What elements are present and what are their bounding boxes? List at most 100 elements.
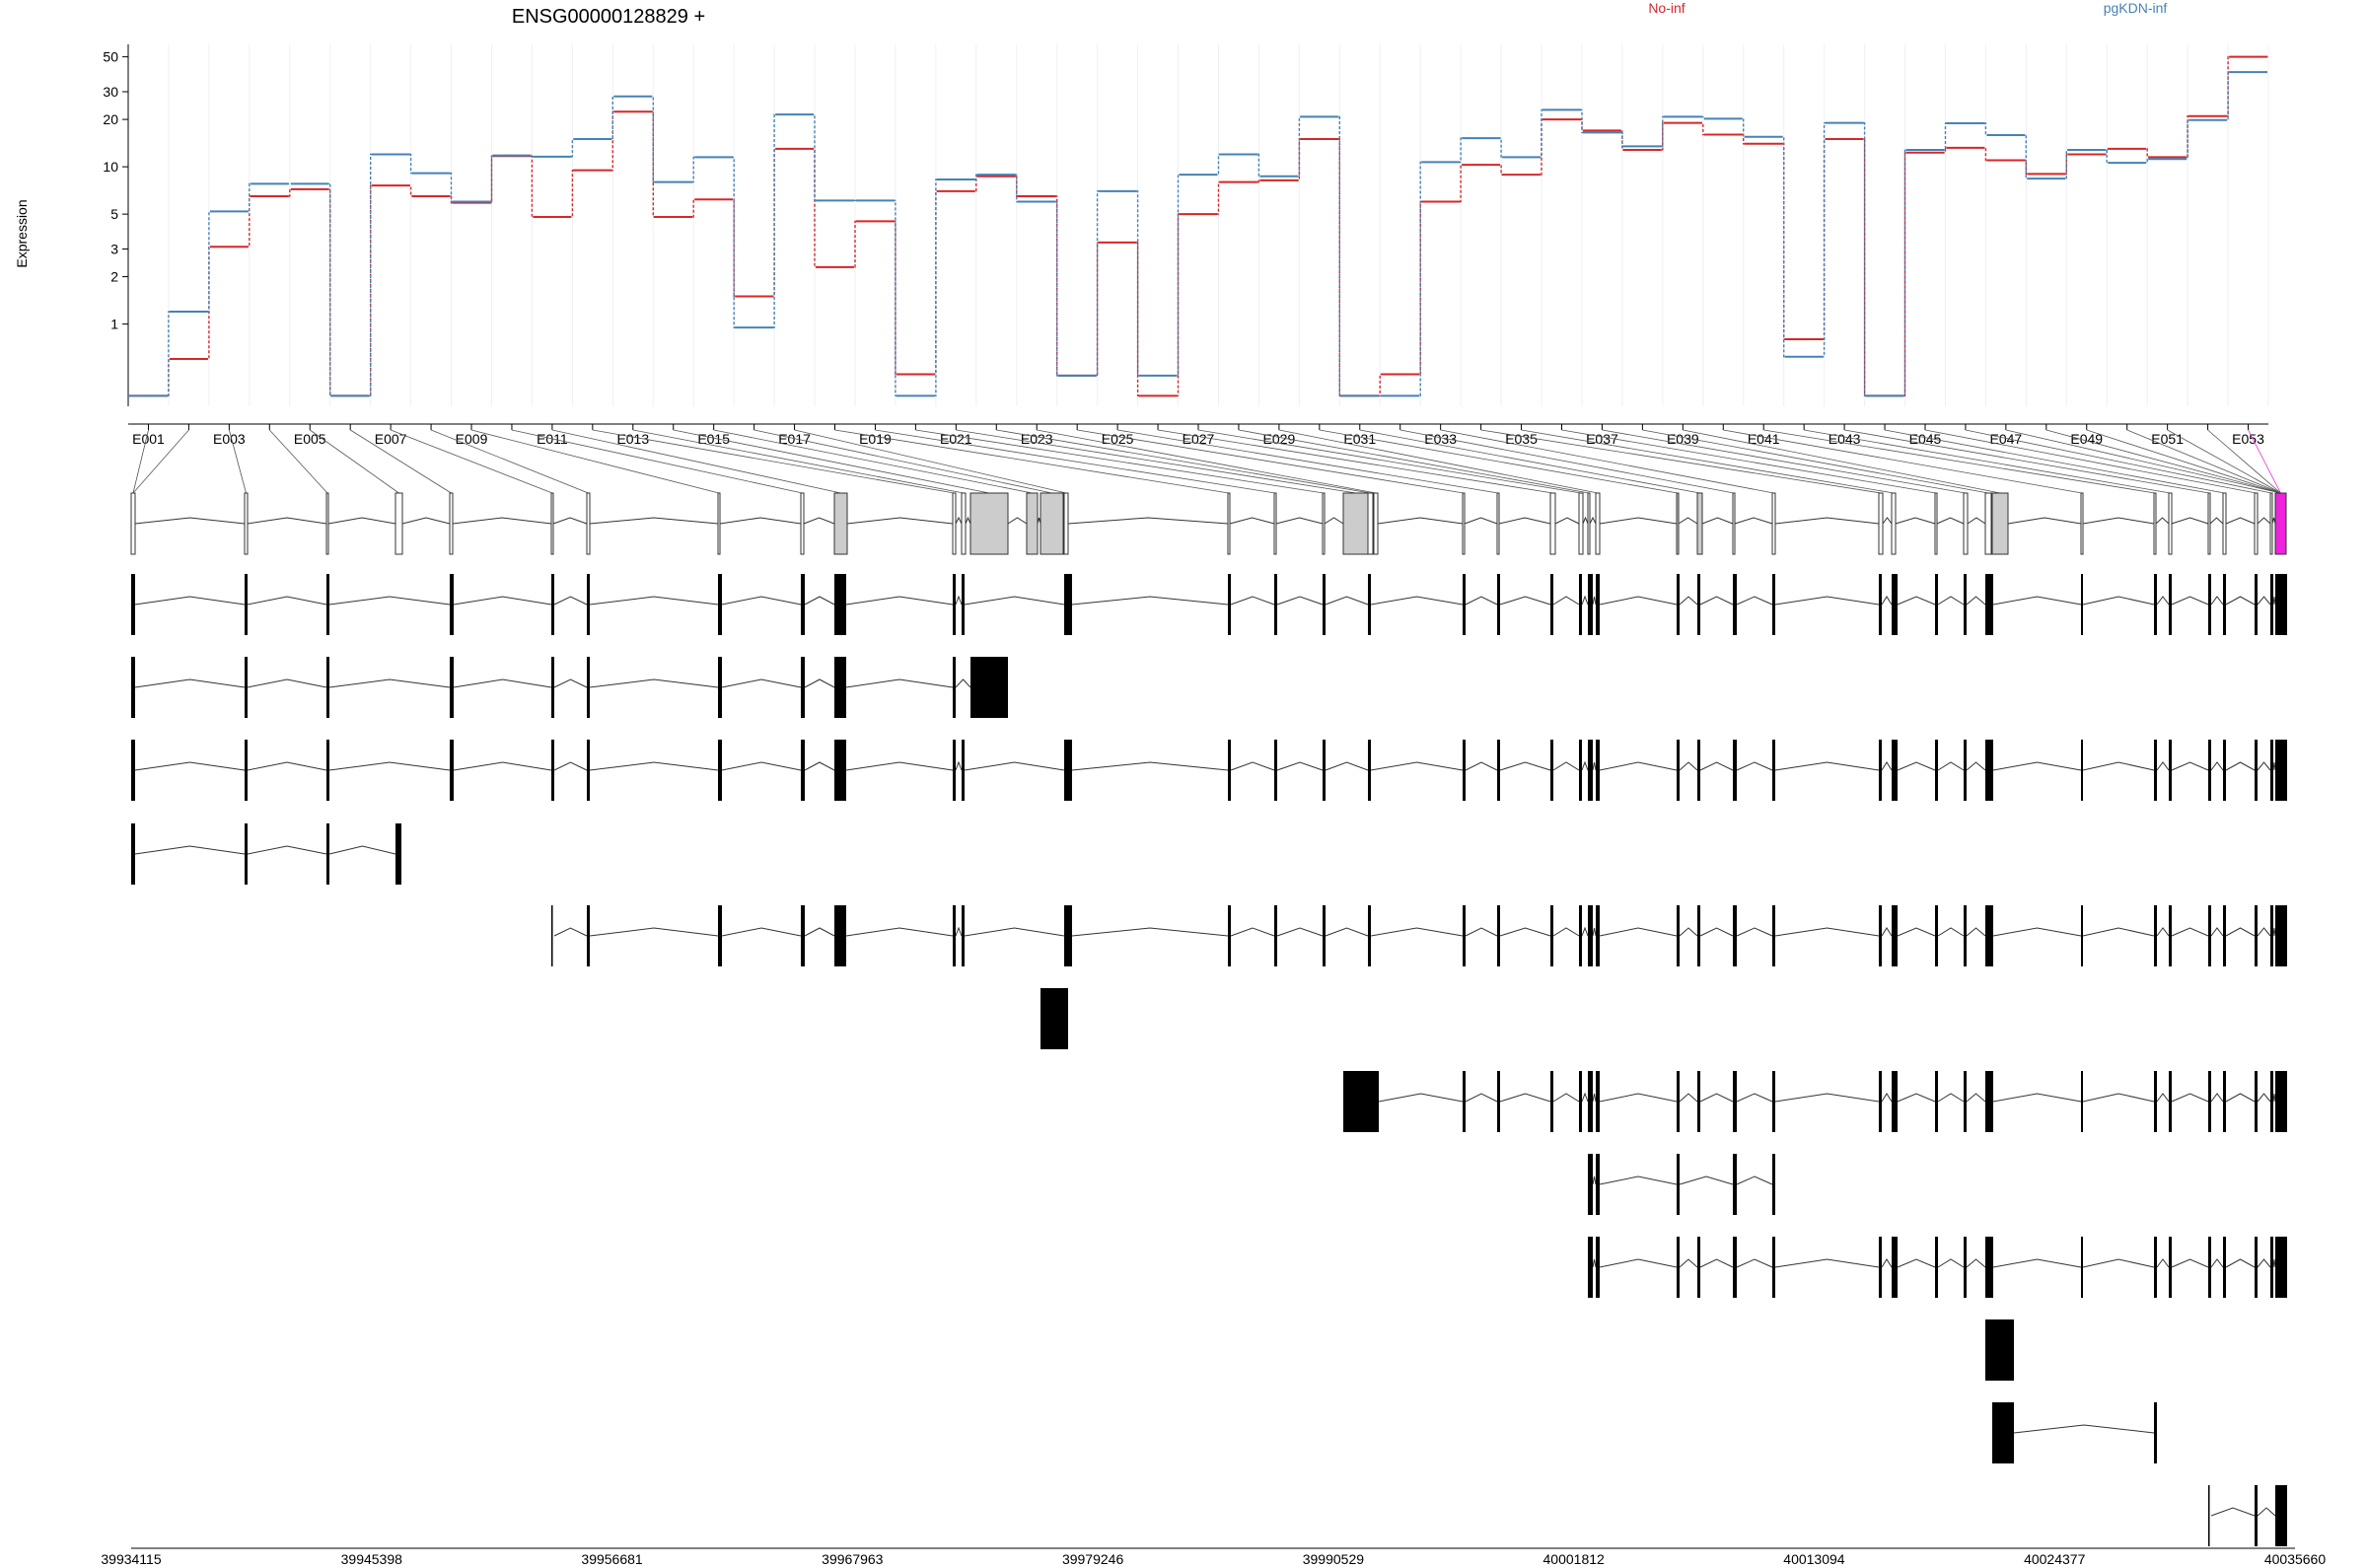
transcript-exon [1892, 1237, 1898, 1298]
transcript-exon [245, 574, 248, 635]
exon-label: E019 [859, 431, 892, 447]
intron-line [2210, 1093, 2224, 1103]
transcript-exon [1677, 1071, 1680, 1132]
intron-line [1881, 596, 1893, 606]
transcript-exon [2275, 1071, 2287, 1132]
transcript-exon [2154, 1071, 2157, 1132]
transcript-exon [2223, 740, 2226, 801]
intron-line [1679, 1093, 1698, 1103]
transcript-exon [2154, 1402, 2157, 1463]
exon-connector [753, 429, 1052, 494]
summary-exon [1549, 492, 1556, 555]
transcript-exon [1964, 574, 1967, 635]
exon-connector [228, 429, 247, 494]
genome-tick-label: 39956681 [581, 1551, 643, 1567]
transcript-exon [1497, 740, 1500, 801]
transcript-exon [1064, 574, 1072, 635]
intron-line [2225, 1258, 2256, 1268]
transcript-exon [1368, 905, 1371, 966]
intron-line [1774, 517, 1880, 525]
intron-line [721, 761, 802, 771]
intron-line [964, 596, 1065, 606]
intron-line [2257, 1258, 2271, 1268]
transcript-exon [953, 574, 956, 635]
transcript-exon [2208, 905, 2211, 966]
exon-connector [2086, 429, 2281, 494]
exon-connector [1602, 429, 1967, 494]
summary-exon [969, 492, 1009, 555]
intron-line [401, 517, 451, 525]
transcript-exon [2255, 1485, 2258, 1546]
intron-line [2257, 596, 2271, 606]
exon-label: E023 [1021, 431, 1053, 447]
exon-connector [2045, 429, 2281, 494]
transcript-exon [1677, 1154, 1680, 1215]
transcript-exon [1697, 574, 1700, 635]
summary-exon [325, 492, 329, 555]
exon-label: E035 [1505, 431, 1538, 447]
intron-line [553, 761, 588, 771]
transcript-exon [587, 657, 590, 718]
intron-line [1377, 517, 1464, 525]
transcript-exon [2255, 1071, 2258, 1132]
intron-line [1581, 595, 1589, 606]
intron-line [1499, 596, 1551, 606]
exon-connector [2248, 429, 2281, 494]
intron-line [2082, 596, 2155, 606]
intron-line [1701, 517, 1734, 525]
transcript-exon [834, 657, 846, 718]
intron-line [453, 678, 552, 688]
summary-exon [1595, 492, 1601, 555]
intron-line [721, 596, 802, 606]
transcript-exon [1935, 905, 1938, 966]
y-tick-label: 20 [103, 111, 118, 127]
intron-line [1582, 516, 1589, 525]
exon-label: E015 [697, 431, 730, 447]
exon-connector [1480, 429, 1882, 494]
intron-line [845, 678, 954, 688]
transcript-exon [1892, 574, 1898, 635]
intron-line [2210, 596, 2224, 606]
transcript-exon [953, 657, 956, 718]
transcript-exon [1343, 1071, 1379, 1132]
intron-line [2156, 927, 2170, 937]
summary-exon [952, 492, 957, 555]
intron-line [553, 596, 588, 606]
transcript-exon [2081, 905, 2083, 966]
transcript-exon [587, 574, 590, 635]
intron-line [589, 517, 719, 525]
intron-line [1897, 596, 1936, 606]
transcript-exon [1879, 905, 1882, 966]
transcript-exon [2270, 740, 2273, 801]
exon-connector [269, 429, 328, 494]
summary-exon [586, 492, 591, 555]
intron-line [964, 927, 1065, 937]
intron-line [1464, 517, 1498, 525]
transcript-exon [1588, 905, 1593, 966]
transcript-exon [2081, 1071, 2083, 1132]
transcript-exon [131, 740, 135, 801]
intron-line [1599, 1258, 1678, 1268]
exon-label: E045 [1909, 431, 1942, 447]
chart-title: ENSG00000128829 + [512, 6, 705, 28]
intron-line [845, 927, 954, 937]
intron-line [2210, 761, 2224, 771]
transcript-exon [1579, 740, 1582, 801]
intron-line [1067, 517, 1229, 525]
transcript-exon [1879, 740, 1882, 801]
transcript-exon [1879, 574, 1882, 635]
intron-line [1936, 517, 1965, 525]
transcript-exon [1588, 574, 1593, 635]
exon-connector [1723, 429, 2083, 494]
intron-line [1465, 596, 1498, 606]
exon-label: E037 [1586, 431, 1618, 447]
transcript-exon [1733, 574, 1737, 635]
exon-label: E041 [1748, 431, 1780, 447]
transcript-exon [2275, 1237, 2287, 1298]
transcript-exon [1368, 574, 1371, 635]
transcript-exon [2275, 574, 2287, 635]
intron-line [1966, 927, 1986, 937]
transcript-exon [2223, 1237, 2226, 1298]
intron-line [1897, 1258, 1936, 1268]
exon-connector [551, 429, 841, 494]
